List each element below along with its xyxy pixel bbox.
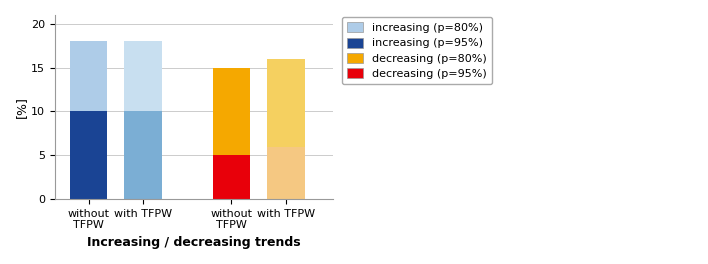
- X-axis label: Increasing / decreasing trends: Increasing / decreasing trends: [87, 236, 301, 249]
- Bar: [125, 41, 161, 111]
- Bar: [212, 68, 250, 155]
- Bar: [70, 111, 108, 199]
- Y-axis label: [%]: [%]: [15, 96, 28, 118]
- Bar: [70, 41, 108, 111]
- Bar: [267, 147, 304, 199]
- Bar: [267, 59, 304, 147]
- Bar: [212, 155, 250, 199]
- Bar: [125, 111, 161, 199]
- Legend: increasing (p=80%), increasing (p=95%), decreasing (p=80%), decreasing (p=95%): increasing (p=80%), increasing (p=95%), …: [342, 17, 492, 84]
